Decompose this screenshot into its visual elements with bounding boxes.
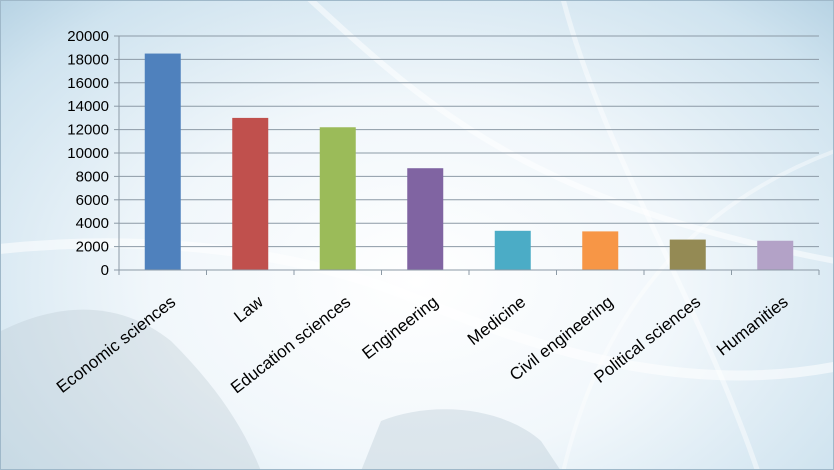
bar [757,240,794,270]
x-tick-label: Medicine [464,292,529,349]
bar [669,239,706,270]
bar [144,53,181,270]
y-tick-label: 8000 [76,168,109,185]
bar [582,231,619,270]
axes [114,35,820,275]
gridlines [119,35,819,248]
y-tick-label: 0 [101,262,109,279]
y-tick-label: 10000 [67,145,109,162]
bars [144,53,794,271]
y-tick-label: 6000 [76,192,109,209]
y-tick-label: 18000 [67,51,109,68]
bar [494,230,531,270]
x-tick-label: Humanities [713,292,792,359]
x-tick-label: Economic sciences [53,292,179,397]
bar [319,127,356,270]
y-tick-label: 12000 [67,122,109,139]
bar [407,168,444,270]
y-tick-label: 16000 [67,75,109,92]
x-tick-label: Engineering [359,292,442,363]
y-tick-label: 4000 [76,215,109,232]
y-tick-label: 14000 [67,98,109,115]
y-axis-tick-labels: 0 2000 4000 6000 8000 10000 12000 14000 16000 180… [67,28,109,279]
y-tick-label: 2000 [76,239,109,256]
y-tick-label: 20000 [67,28,109,45]
bar [232,117,269,271]
x-tick-label: Law [230,292,267,327]
